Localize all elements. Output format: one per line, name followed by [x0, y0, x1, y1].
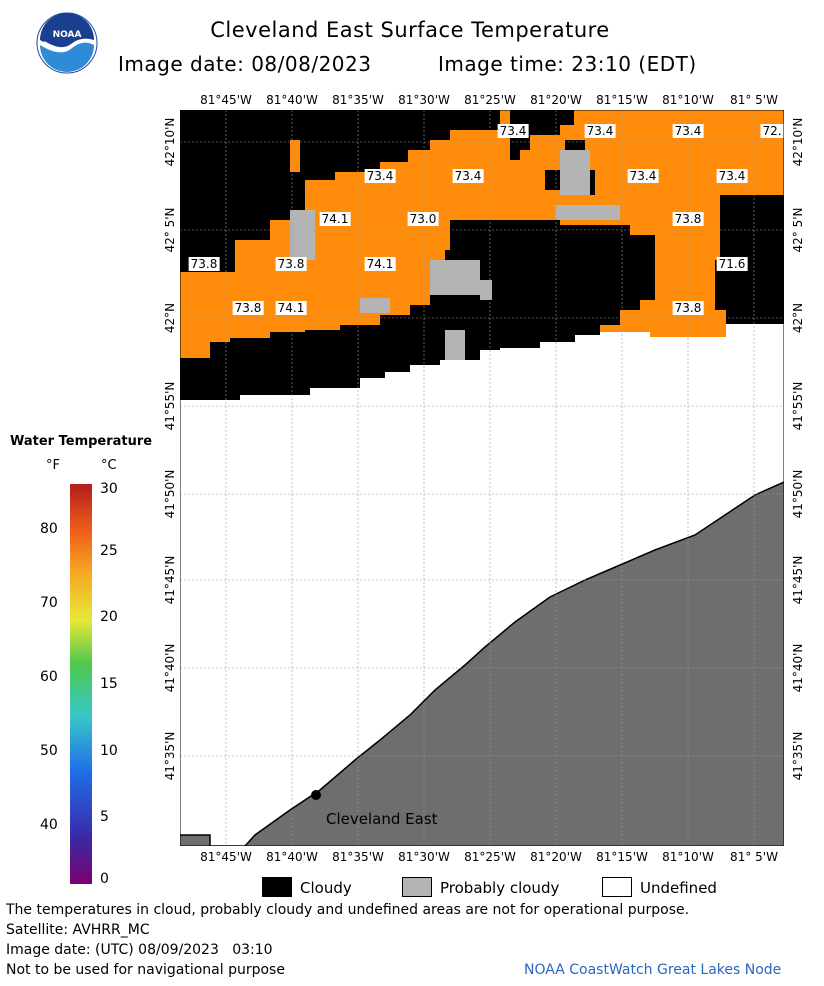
lat-label: 42° 5'N — [163, 207, 177, 253]
disclaimer: The temperatures in cloud, probably clou… — [6, 902, 690, 918]
city-label: Cleveland East — [326, 810, 438, 828]
temperature-value: 73.4 — [627, 169, 659, 183]
temperature-value: 73.4 — [716, 169, 748, 183]
page-title: Cleveland East Surface Temperature — [210, 18, 610, 42]
temperature-value: 74.1 — [364, 257, 396, 271]
legend-unit-f: °F — [46, 458, 60, 473]
lon-label: 81°20'W — [530, 93, 582, 107]
lon-label: 81°20'W — [530, 850, 582, 864]
lon-label: 81°15'W — [596, 850, 648, 864]
shoreline — [180, 481, 784, 846]
c-tick-label: 25 — [100, 543, 118, 559]
lon-label: 81°40'W — [266, 93, 318, 107]
lon-label: 81°10'W — [662, 850, 714, 864]
lat-label: 42°10'N — [163, 117, 177, 167]
lat-label: 42°N — [163, 302, 177, 334]
graticule — [180, 110, 784, 846]
lon-label: 81°25'W — [464, 93, 516, 107]
f-tick-label: 70 — [40, 595, 58, 611]
lat-label: 41°55'N — [163, 381, 177, 431]
temperature-value: 73.4 — [672, 124, 704, 138]
temperature-value: 73.8 — [232, 301, 264, 315]
lat-label: 42°10'N — [791, 117, 805, 167]
lat-label: 41°40'N — [163, 643, 177, 693]
nav-warning: Not to be used for navigational purpose — [6, 962, 285, 978]
cloud-area-north — [510, 110, 574, 160]
f-tick-label: 80 — [40, 521, 58, 537]
cloudy-key-label: Cloudy — [300, 879, 352, 897]
temperature-value: 73.8 — [275, 257, 307, 271]
noaa-logo: NOAA — [36, 12, 98, 74]
lon-label: 81°30'W — [398, 93, 450, 107]
lon-label: 81°15'W — [596, 93, 648, 107]
lat-label: 41°45'N — [163, 555, 177, 605]
lon-label: 81° 5'W — [730, 850, 778, 864]
c-tick-label: 10 — [100, 743, 118, 759]
c-tick-label: 5 — [100, 809, 109, 825]
temperature-value: 74.1 — [319, 212, 351, 226]
temperature-value: 71.6 — [716, 257, 748, 271]
undefined-key-label: Undefined — [640, 879, 717, 897]
lon-label: 81°35'W — [332, 93, 384, 107]
lon-label: 81°35'W — [332, 850, 384, 864]
credit: NOAA CoastWatch Great Lakes Node — [524, 962, 782, 978]
temperature-value: 73.4 — [452, 169, 484, 183]
temperature-value: 73.4 — [584, 124, 616, 138]
lat-label: 41°50'N — [791, 469, 805, 519]
utc-date: Image date: (UTC) 08/09/2023 03:10 — [6, 942, 273, 958]
f-tick-label: 60 — [40, 669, 58, 685]
lat-label: 41°55'N — [791, 381, 805, 431]
probably-cloudy-key-label: Probably cloudy — [440, 879, 560, 897]
c-tick-label: 20 — [100, 609, 118, 625]
legend-title: Water Temperature — [10, 434, 153, 449]
lat-label: 41°50'N — [163, 469, 177, 519]
satellite-info: Satellite: AVHRR_MC — [6, 922, 150, 938]
lon-label: 81°45'W — [200, 93, 252, 107]
f-tick-label: 40 — [40, 817, 58, 833]
c-tick-label: 0 — [100, 871, 109, 887]
city-marker — [311, 790, 321, 800]
lon-label: 81°25'W — [464, 850, 516, 864]
probably-cloudy-patches — [290, 150, 620, 360]
c-tick-label: 30 — [100, 481, 118, 497]
image-date: Image date: 08/08/2023 — [118, 52, 372, 76]
f-tick-label: 50 — [40, 743, 58, 759]
temperature-value: 73.8 — [188, 257, 220, 271]
temperature-value: 73.4 — [364, 169, 396, 183]
cloud-area-top — [300, 110, 500, 180]
lat-label: 41°35'N — [163, 731, 177, 781]
image-time: Image time: 23:10 (EDT) — [438, 52, 697, 76]
lat-label: 41°40'N — [791, 643, 805, 693]
temperature-value: 73.0 — [407, 212, 439, 226]
land-area — [180, 482, 784, 846]
c-tick-label: 15 — [100, 676, 118, 692]
temperature-value: 73.8 — [672, 301, 704, 315]
lon-label: 81°10'W — [662, 93, 714, 107]
temperature-value: 73.8 — [672, 212, 704, 226]
undefined-swatch — [602, 877, 632, 897]
lon-label: 81° 5'W — [730, 93, 778, 107]
temperature-value: 73.4 — [497, 124, 529, 138]
cloudy-swatch — [262, 877, 292, 897]
legend-unit-c: °C — [101, 458, 117, 473]
lat-label: 42°N — [791, 302, 805, 334]
cloud-area-mid — [180, 220, 655, 400]
lat-label: 41°35'N — [791, 731, 805, 781]
lat-label: 42° 5'N — [791, 207, 805, 253]
temperature-value: 72. — [760, 124, 784, 138]
cloud-area-east — [715, 195, 784, 324]
lat-label: 41°45'N — [791, 555, 805, 605]
temperature-value: 74.1 — [275, 301, 307, 315]
probably-cloudy-swatch — [402, 877, 432, 897]
color-scale-bar — [70, 484, 92, 884]
lon-label: 81°40'W — [266, 850, 318, 864]
lon-label: 81°30'W — [398, 850, 450, 864]
lon-label: 81°45'W — [200, 850, 252, 864]
cloud-area — [180, 110, 305, 272]
logo-text: NOAA — [52, 30, 82, 40]
